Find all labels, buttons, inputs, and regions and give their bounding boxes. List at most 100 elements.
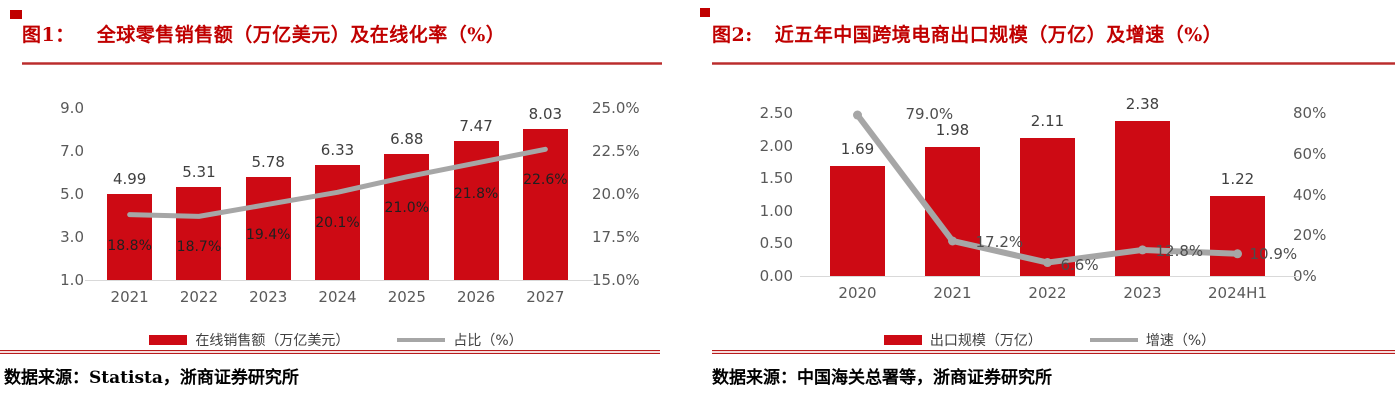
red-square-marker — [10, 10, 22, 19]
secondary-axis-tick-label: 0% — [1293, 267, 1317, 285]
bottom-divider — [712, 350, 1395, 354]
figure-2-source: 数据来源：中国海关总署等，浙商证券研究所 — [712, 368, 1052, 388]
secondary-axis-tick-label: 20% — [1293, 226, 1327, 245]
line-value-label: 6.6% — [1060, 255, 1099, 274]
y-axis-tick-label: 0.00 — [759, 267, 793, 285]
bar-value-label: 7.47 — [459, 116, 493, 135]
figure-1: 图1： 全球零售销售额（万亿美元）及在线化率（%） 9.0 7.0 5.0 3.0 1.0… — [0, 0, 672, 403]
figure-1-chart: 9.0 7.0 5.0 3.0 1.0 25.0% 22.5% 20.0% 17.5% 15.0%… — [0, 0, 672, 403]
figure-1-source: 数据来源：Statista，浙商证券研究所 — [4, 368, 299, 388]
bar-value-label: 1.98 — [935, 120, 970, 139]
legend-item-bar: 在线销售额（万亿美元） — [149, 330, 349, 350]
x-axis-label: 2022 — [179, 288, 219, 306]
bar-value-label: 5.78 — [251, 153, 285, 172]
x-axis-label: 2024 — [318, 288, 357, 306]
secondary-axis-tick-label: 17.5% — [592, 228, 640, 246]
line-value-label: 22.6% — [523, 172, 568, 189]
bar — [107, 194, 153, 280]
figure-2-chart: 2.50 2.00 1.50 1.00 0.50 0.00 80% 60% 40% 20% 0% 1.… — [700, 0, 1399, 403]
figure-1-number: 图1： — [22, 24, 75, 46]
line-swatch-icon — [1089, 338, 1138, 342]
red-square-marker — [700, 8, 710, 17]
bar — [925, 146, 980, 276]
figure-2-legend: 出口规模（万亿） 增速（%） — [700, 330, 1399, 350]
y-axis-tick-label: 3.0 — [60, 228, 84, 246]
figure-1-title-text: 全球零售销售额（万亿美元）及在线化率（%） — [96, 24, 506, 46]
secondary-axis-tick-label: 25.0% — [592, 99, 640, 117]
x-axis-label: 2021 — [933, 284, 972, 302]
bar-value-label: 6.88 — [390, 129, 424, 148]
bar-value-label: 1.22 — [1220, 170, 1255, 189]
line-value-label: 18.7% — [176, 239, 222, 256]
bar-value-label: 5.31 — [182, 163, 216, 182]
line-value-label: 18.8% — [107, 237, 152, 254]
y-axis-tick-label: 1.0 — [60, 271, 84, 289]
x-axis-label: 2021 — [110, 288, 149, 306]
legend-item-line: 占比（%） — [397, 330, 523, 350]
y-axis-tick-label: 7.0 — [60, 142, 84, 160]
bottom-divider — [0, 350, 660, 354]
secondary-axis-tick-label: 40% — [1293, 185, 1327, 204]
line-value-label: 12.8% — [1155, 241, 1204, 260]
x-axis-label: 2025 — [387, 288, 426, 306]
trend-line — [127, 146, 548, 219]
line-value-label: 10.9% — [1249, 244, 1298, 263]
line-value-label: 79.0% — [905, 105, 954, 124]
legend-label: 增速（%） — [1145, 333, 1216, 349]
line-value-label: 19.4% — [245, 227, 291, 244]
bar — [315, 165, 360, 280]
bar — [830, 165, 885, 276]
line-value-label: 21.0% — [384, 199, 430, 216]
figure-2-title: 图2: 近五年中国跨境电商出口规模（万亿）及增速（%） — [712, 20, 1222, 47]
bar — [245, 177, 291, 280]
x-axis-label: 2023 — [1123, 284, 1162, 302]
bar-value-label: 2.38 — [1125, 94, 1160, 113]
figure-1-legend: 在线销售额（万亿美元） 占比（%） — [0, 330, 672, 350]
bar — [176, 187, 222, 280]
line-value-label: 21.8% — [453, 186, 499, 203]
x-axis-label: 2023 — [249, 288, 288, 306]
y-axis-tick-label: 5.0 — [60, 185, 84, 203]
line-swatch-icon — [397, 338, 446, 342]
bar-value-label: 2.11 — [1030, 112, 1065, 131]
line-value-label: 20.1% — [315, 215, 360, 232]
line-value-label: 17.2% — [975, 232, 1024, 251]
x-axis-label: 2027 — [526, 288, 565, 306]
legend-item-bar: 出口规模（万亿） — [883, 330, 1042, 350]
x-axis-label: 2020 — [838, 284, 877, 302]
bar-swatch-icon — [149, 335, 188, 345]
y-axis-tick-label: 1.50 — [759, 169, 793, 188]
x-axis-label: 2024H1 — [1208, 284, 1267, 302]
legend-label: 占比（%） — [453, 333, 523, 349]
x-axis-label: 2026 — [456, 288, 496, 306]
legend-label: 出口规模（万亿） — [929, 333, 1042, 349]
figure-1-title: 图1： 全球零售销售额（万亿美元）及在线化率（%） — [22, 20, 505, 47]
x-axis-line — [85, 280, 594, 281]
figure-2-title-text: 近五年中国跨境电商出口规模（万亿）及增速（%） — [774, 24, 1223, 46]
bar-value-label: 8.03 — [528, 104, 563, 123]
legend-label: 在线销售额（万亿美元） — [195, 333, 350, 349]
figure-2-number: 图2: — [712, 24, 753, 46]
x-axis-label: 2022 — [1028, 284, 1067, 302]
x-axis-line — [800, 276, 1299, 277]
secondary-axis-tick-label: 22.5% — [592, 142, 640, 160]
secondary-axis-tick-label: 80% — [1293, 104, 1327, 122]
y-axis-tick-label: 1.00 — [759, 201, 793, 220]
bar — [1020, 138, 1075, 276]
secondary-axis-tick-label: 20.0% — [592, 185, 640, 203]
title-divider — [712, 62, 1395, 65]
secondary-axis-tick-label: 15.0% — [592, 271, 640, 289]
bar-value-label: 4.99 — [112, 170, 147, 189]
bar — [1210, 196, 1265, 276]
secondary-axis-tick-label: 60% — [1293, 144, 1327, 163]
trend-line — [853, 110, 1242, 268]
figure-2: 图2: 近五年中国跨境电商出口规模（万亿）及增速（%） 2.50 2.00 1.50 1… — [700, 0, 1399, 403]
y-axis-tick-label: 0.50 — [759, 234, 793, 253]
bar-swatch-icon — [883, 335, 922, 345]
title-divider — [22, 62, 662, 65]
y-axis-tick-label: 9.0 — [60, 99, 84, 117]
y-axis-tick-label: 2.00 — [759, 136, 793, 155]
y-axis-tick-label: 2.50 — [759, 104, 793, 122]
legend-item-line: 增速（%） — [1089, 330, 1216, 350]
